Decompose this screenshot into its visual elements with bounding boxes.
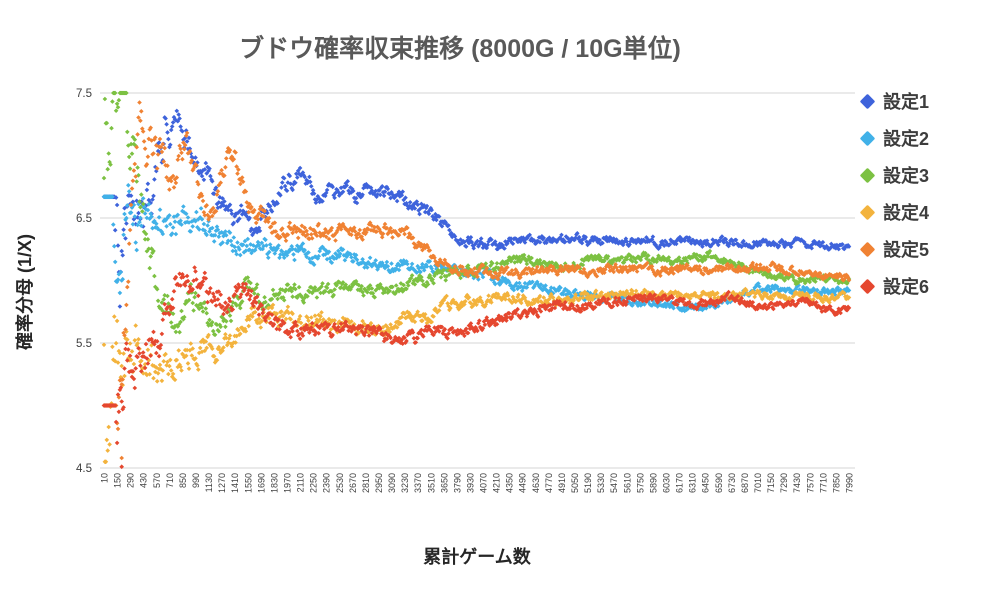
x-tick-label: 7430 (792, 473, 802, 493)
x-tick-label: 2390 (322, 473, 332, 493)
x-tick-label: 5190 (583, 473, 593, 493)
x-tick-label: 4490 (518, 473, 528, 493)
x-tick-label: 6590 (714, 473, 724, 493)
legend-diamond-icon (859, 278, 876, 295)
x-tick-label: 3230 (400, 473, 410, 493)
x-tick-label: 3090 (387, 473, 397, 493)
x-tick-label: 6450 (701, 473, 711, 493)
x-tick-label: 2110 (296, 473, 306, 492)
x-tick-label: 3370 (413, 473, 423, 493)
chart-title: ブドウ確率収束推移 (8000G / 10G単位) (239, 34, 681, 63)
x-tick-label: 2670 (348, 473, 358, 493)
legend-item-設定4: 設定4 (858, 194, 929, 231)
x-tick-label: 3930 (466, 473, 476, 493)
legend-label: 設定5 (883, 239, 930, 260)
x-tick-label: 4910 (557, 473, 567, 493)
gridlines (100, 92, 855, 469)
legend-diamond-icon (859, 204, 876, 221)
legend-label: 設定2 (883, 128, 930, 149)
series-設定4 (101, 286, 852, 465)
legend-diamond-icon (859, 130, 876, 147)
x-tick-label: 2950 (374, 473, 384, 493)
x-tick-label: 1550 (243, 473, 253, 493)
x-tick-label: 5050 (570, 473, 580, 493)
x-tick-label: 1690 (256, 473, 266, 493)
x-tick-label: 1410 (230, 473, 240, 493)
x-tick-label: 3650 (439, 473, 449, 493)
x-tick-label: 1830 (269, 473, 279, 493)
legend-label: 設定4 (883, 202, 930, 223)
y-tick-label: 6.5 (76, 213, 92, 225)
x-tick-label: 6170 (675, 473, 685, 493)
x-tick-label: 2810 (361, 473, 371, 493)
x-tick-label: 2250 (309, 473, 319, 493)
legend-item-設定6: 設定6 (858, 268, 929, 305)
x-tick-label: 1130 (204, 473, 214, 492)
y-axis-title: 確率分母 (1/X) (14, 234, 35, 350)
x-tick-label: 6870 (740, 473, 750, 493)
x-tick-label: 7990 (845, 473, 855, 493)
x-axis-tick-labels: 10 150 290 430 570 710 850 990 1130 1270 1410 1550 1… (100, 473, 855, 493)
x-tick-label: 430 (139, 473, 149, 488)
x-tick-label: 2530 (335, 473, 345, 493)
x-tick-label: 7010 (753, 473, 763, 493)
x-tick-label: 1970 (283, 473, 293, 493)
y-tick-label: 5.5 (76, 338, 92, 350)
y-tick-label: 7.5 (76, 88, 92, 100)
legend-diamond-icon (859, 241, 876, 258)
x-tick-label: 6030 (662, 473, 672, 493)
x-axis-title: 累計ゲーム数 (423, 546, 531, 567)
x-tick-label: 850 (178, 473, 188, 488)
x-tick-label: 7710 (818, 473, 828, 493)
y-axis-tick-labels: 7.5 6.5 5.5 4.5 (76, 88, 92, 475)
x-tick-label: 1270 (217, 473, 227, 493)
x-tick-label: 4770 (544, 473, 554, 493)
legend-label: 設定6 (883, 276, 930, 297)
x-tick-label: 6310 (688, 473, 698, 493)
legend-label: 設定1 (883, 91, 930, 112)
x-tick-label: 4070 (479, 473, 489, 493)
x-tick-label: 5330 (596, 473, 606, 493)
x-tick-label: 5610 (622, 473, 632, 493)
x-tick-label: 4210 (492, 473, 502, 493)
x-tick-label: 10 (100, 473, 110, 483)
x-tick-label: 7850 (831, 473, 841, 493)
x-tick-label: 3510 (426, 473, 436, 493)
x-tick-label: 4350 (505, 473, 515, 493)
x-tick-label: 5750 (635, 473, 645, 493)
legend-diamond-icon (859, 167, 876, 184)
y-tick-label: 4.5 (76, 463, 92, 475)
series-設定6 (101, 265, 852, 470)
legend-item-設定1: 設定1 (858, 83, 929, 120)
x-tick-label: 6730 (727, 473, 737, 493)
legend: 設定1 設定2 設定3 設定4 設定5 設定6 (858, 83, 929, 305)
legend-item-設定3: 設定3 (858, 157, 929, 194)
x-tick-label: 4630 (531, 473, 541, 493)
x-tick-label: 990 (191, 473, 201, 488)
legend-item-設定5: 設定5 (858, 231, 929, 268)
x-tick-label: 7570 (805, 473, 815, 493)
x-tick-label: 7150 (766, 473, 776, 493)
x-tick-label: 3790 (452, 473, 462, 493)
legend-item-設定2: 設定2 (858, 120, 929, 157)
x-tick-label: 710 (165, 473, 175, 488)
x-tick-label: 5890 (648, 473, 658, 493)
x-tick-label: 7290 (779, 473, 789, 493)
x-tick-label: 290 (126, 473, 136, 488)
data-series (101, 90, 852, 470)
x-tick-label: 570 (152, 473, 162, 488)
legend-label: 設定3 (883, 165, 930, 186)
legend-diamond-icon (859, 93, 876, 110)
x-tick-label: 150 (113, 473, 123, 488)
series-設定5 (101, 100, 852, 461)
x-tick-label: 5470 (609, 473, 619, 493)
